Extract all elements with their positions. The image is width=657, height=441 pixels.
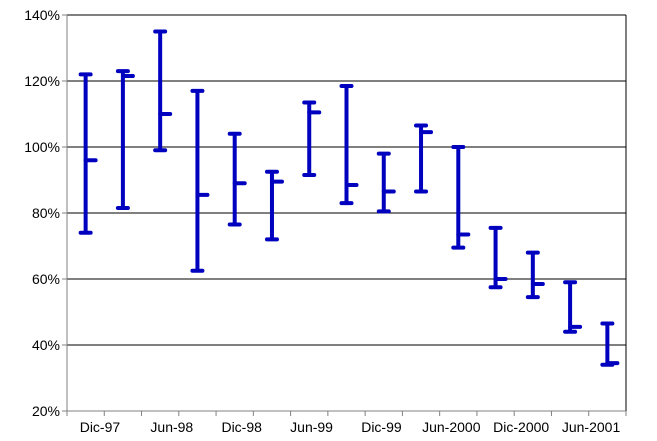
x-tick-label: Jun-98	[150, 419, 193, 435]
hlc-bar	[190, 88, 210, 273]
x-tick-label: Dic-97	[80, 419, 121, 435]
x-tick-label: Dic-98	[221, 419, 262, 435]
hlc-bar	[153, 29, 173, 153]
hlc-bar	[525, 250, 545, 300]
hlc-bar	[115, 69, 135, 211]
gridlines	[67, 14, 626, 346]
hlc-bar	[264, 169, 284, 242]
hlc-bar	[600, 321, 620, 367]
hlc-bar	[302, 100, 322, 178]
y-tick-label: 120%	[24, 73, 60, 89]
y-tick-label: 40%	[32, 337, 60, 353]
hlc-bar	[78, 72, 98, 235]
y-tick-label: 80%	[32, 205, 60, 221]
hlc-bar	[376, 151, 396, 214]
hlc-bar	[414, 123, 434, 194]
y-tick-label: 20%	[32, 403, 60, 419]
hlc-bar	[339, 83, 359, 206]
y-tick-label: 140%	[24, 7, 60, 23]
x-tick-label: Jun-2001	[562, 419, 621, 435]
x-tick-label: Dic-2000	[493, 419, 549, 435]
data-marks	[78, 29, 620, 367]
hlc-bar	[563, 280, 583, 334]
x-tick-label: Jun-2000	[422, 419, 481, 435]
y-tick-label: 100%	[24, 139, 60, 155]
hlc-bar	[488, 225, 508, 290]
hlc-bar	[451, 145, 471, 250]
y-tick-label: 60%	[32, 271, 60, 287]
y-axis: 20% 40% 60% 80% 100% 120% 140%	[24, 7, 68, 419]
hlc-bar	[227, 131, 247, 227]
x-tick-label: Jun-99	[290, 419, 333, 435]
x-axis: Dic-97 Jun-98 Dic-98 Jun-99 Dic-99 Jun-2000 Di…	[66, 410, 627, 435]
x-tick-label: Dic-99	[361, 419, 402, 435]
